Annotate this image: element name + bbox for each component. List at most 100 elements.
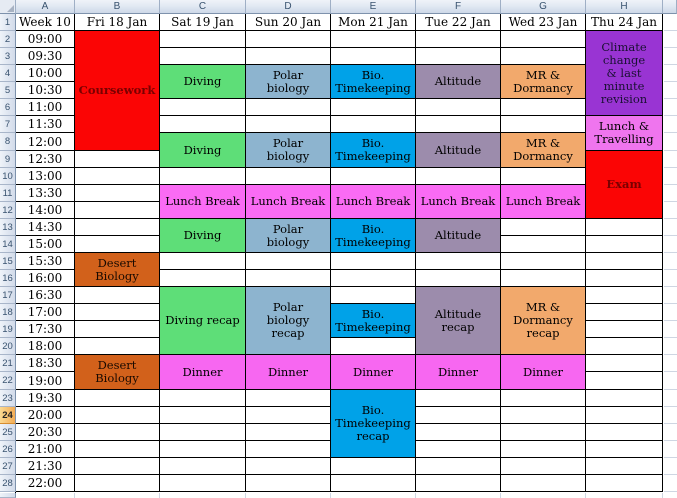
cell-A4[interactable]: 10:00 bbox=[16, 65, 75, 82]
cell-H16[interactable] bbox=[586, 270, 663, 287]
cell-B14[interactable] bbox=[75, 236, 160, 253]
row-header-1[interactable]: 1 bbox=[0, 14, 16, 31]
column-header-E[interactable]: E bbox=[331, 0, 416, 14]
event-polar-biology-D8[interactable]: Polar biology bbox=[245, 132, 331, 168]
cell-B1[interactable]: Fri 18 Jan bbox=[75, 14, 160, 31]
cell-D7[interactable] bbox=[246, 116, 331, 133]
cell-E27[interactable] bbox=[331, 458, 416, 475]
cell-A6[interactable]: 11:00 bbox=[16, 99, 75, 116]
event-mr-dormancy-G8[interactable]: MR & Dormancy bbox=[500, 132, 586, 168]
cell-A8[interactable]: 12:00 bbox=[16, 133, 75, 151]
cell-C1[interactable]: Sat 19 Jan bbox=[160, 14, 246, 31]
cell-G26[interactable] bbox=[501, 441, 586, 458]
cell-A25[interactable]: 20:30 bbox=[16, 424, 75, 441]
cell-D15[interactable] bbox=[246, 253, 331, 270]
cell-D25[interactable] bbox=[246, 424, 331, 441]
cell-E2[interactable] bbox=[331, 31, 416, 48]
event-dinner-F21[interactable]: Dinner bbox=[415, 354, 501, 390]
row-header-19[interactable]: 19 bbox=[0, 321, 16, 338]
event-lunch-travelling-H7[interactable]: Lunch & Travelling bbox=[585, 115, 663, 151]
event-lunch-break-D11[interactable]: Lunch Break bbox=[245, 184, 331, 219]
cell-H19[interactable] bbox=[586, 321, 663, 338]
cell-G2[interactable] bbox=[501, 31, 586, 48]
cell-H25[interactable] bbox=[586, 424, 663, 441]
cell-G3[interactable] bbox=[501, 48, 586, 65]
event-diving-recap-C17[interactable]: Diving recap bbox=[159, 286, 246, 355]
cell-C10[interactable] bbox=[160, 168, 246, 185]
cell-B13[interactable] bbox=[75, 219, 160, 236]
cell-E10[interactable] bbox=[331, 168, 416, 185]
cell-A27[interactable]: 21:30 bbox=[16, 458, 75, 475]
event-lunch-break-F11[interactable]: Lunch Break bbox=[415, 184, 501, 219]
cell-C24[interactable] bbox=[160, 407, 246, 424]
cell-F23[interactable] bbox=[416, 390, 501, 407]
row-header-7[interactable]: 7 bbox=[0, 116, 16, 133]
row-header-8[interactable]: 8 bbox=[0, 133, 16, 151]
cell-D27[interactable] bbox=[246, 458, 331, 475]
cell-D26[interactable] bbox=[246, 441, 331, 458]
row-header-28[interactable]: 28 bbox=[0, 475, 16, 492]
row-header-6[interactable]: 6 bbox=[0, 99, 16, 116]
cell-F3[interactable] bbox=[416, 48, 501, 65]
cell-B25[interactable] bbox=[75, 424, 160, 441]
row-header-10[interactable]: 10 bbox=[0, 168, 16, 185]
event-bio-timekeeping-E18[interactable]: Bio. Timekeeping bbox=[330, 303, 416, 338]
cell-B28[interactable] bbox=[75, 475, 160, 492]
column-header-F[interactable]: F bbox=[416, 0, 501, 14]
cell-A3[interactable]: 09:30 bbox=[16, 48, 75, 65]
event-altitude-F4[interactable]: Altitude bbox=[415, 64, 501, 99]
row-header-12[interactable]: 12 bbox=[0, 202, 16, 219]
cell-H28[interactable] bbox=[586, 475, 663, 492]
event-diving-C4[interactable]: Diving bbox=[159, 64, 246, 99]
event-desert-biology-B21[interactable]: Desert Biology bbox=[74, 354, 160, 390]
cell-B12[interactable] bbox=[75, 202, 160, 219]
cell-B19[interactable] bbox=[75, 321, 160, 338]
event-climate-change-last-minute-revision-H2[interactable]: Climate change & last minute revision bbox=[585, 30, 663, 116]
cell-B9[interactable] bbox=[75, 151, 160, 168]
cell-G27[interactable] bbox=[501, 458, 586, 475]
cell-D23[interactable] bbox=[246, 390, 331, 407]
cell-C27[interactable] bbox=[160, 458, 246, 475]
cell-A22[interactable]: 19:00 bbox=[16, 372, 75, 390]
cell-B20[interactable] bbox=[75, 338, 160, 355]
column-header-C[interactable]: C bbox=[160, 0, 246, 14]
cell-E6[interactable] bbox=[331, 99, 416, 116]
cell-H1[interactable]: Thu 24 Jan bbox=[586, 14, 663, 31]
cell-C16[interactable] bbox=[160, 270, 246, 287]
cell-H23[interactable] bbox=[586, 390, 663, 407]
row-header-5[interactable]: 5 bbox=[0, 82, 16, 99]
cell-F28[interactable] bbox=[416, 475, 501, 492]
cell-H18[interactable] bbox=[586, 304, 663, 321]
event-mr-dormancy-recap-G17[interactable]: MR & Dormancy recap bbox=[500, 286, 586, 355]
cell-F26[interactable] bbox=[416, 441, 501, 458]
cell-B26[interactable] bbox=[75, 441, 160, 458]
event-dinner-D21[interactable]: Dinner bbox=[245, 354, 331, 390]
cell-C26[interactable] bbox=[160, 441, 246, 458]
cell-B10[interactable] bbox=[75, 168, 160, 185]
cell-C6[interactable] bbox=[160, 99, 246, 116]
cell-B17[interactable] bbox=[75, 287, 160, 304]
column-header-H[interactable]: H bbox=[586, 0, 663, 14]
cell-D6[interactable] bbox=[246, 99, 331, 116]
cell-F6[interactable] bbox=[416, 99, 501, 116]
cell-D28[interactable] bbox=[246, 475, 331, 492]
event-bio-timekeeping-recap-E23[interactable]: Bio. Timekeeping recap bbox=[330, 389, 416, 458]
cell-C23[interactable] bbox=[160, 390, 246, 407]
cell-E28[interactable] bbox=[331, 475, 416, 492]
row-header-15[interactable]: 15 bbox=[0, 253, 16, 270]
cell-H27[interactable] bbox=[586, 458, 663, 475]
cell-A19[interactable]: 17:30 bbox=[16, 321, 75, 338]
cell-F1[interactable]: Tue 22 Jan bbox=[416, 14, 501, 31]
cell-D16[interactable] bbox=[246, 270, 331, 287]
cell-G10[interactable] bbox=[501, 168, 586, 185]
event-bio-timekeeping-E4[interactable]: Bio. Timekeeping bbox=[330, 64, 416, 99]
cell-A9[interactable]: 12:30 bbox=[16, 151, 75, 168]
event-bio-timekeeping-E8[interactable]: Bio. Timekeeping bbox=[330, 132, 416, 168]
row-header-17[interactable]: 17 bbox=[0, 287, 16, 304]
cell-A20[interactable]: 18:00 bbox=[16, 338, 75, 355]
cell-G1[interactable]: Wed 23 Jan bbox=[501, 14, 586, 31]
cell-D10[interactable] bbox=[246, 168, 331, 185]
cell-D3[interactable] bbox=[246, 48, 331, 65]
cell-F27[interactable] bbox=[416, 458, 501, 475]
cell-A12[interactable]: 14:00 bbox=[16, 202, 75, 219]
